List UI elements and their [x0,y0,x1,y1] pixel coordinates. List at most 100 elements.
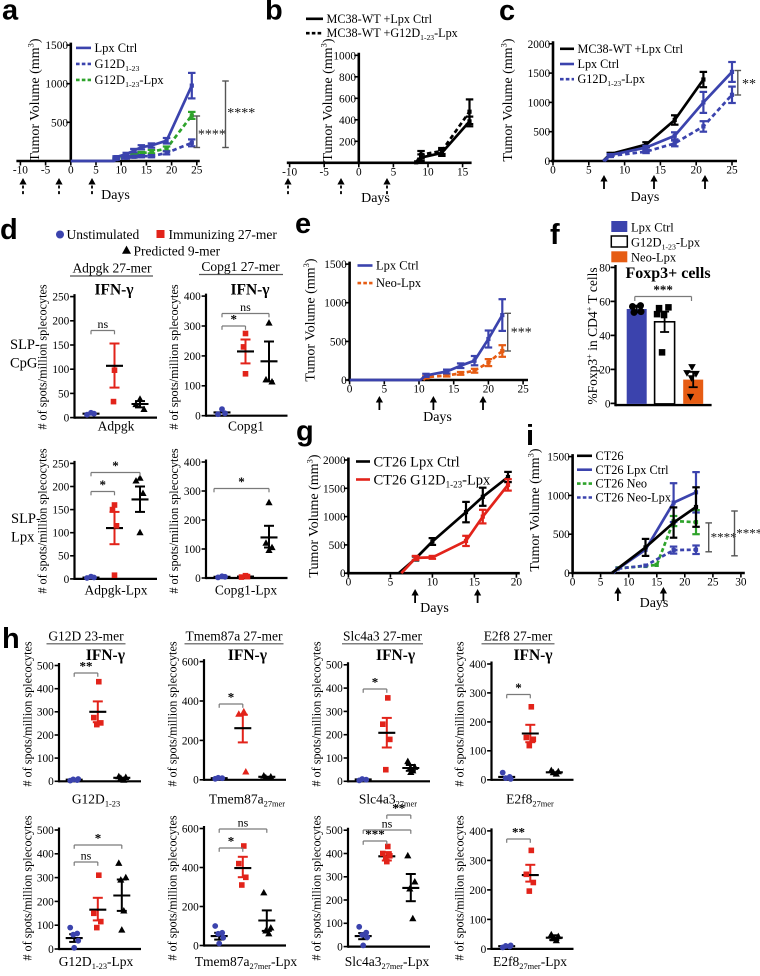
svg-text:0: 0 [347,384,353,396]
svg-text:*: * [95,831,102,846]
svg-text:5: 5 [381,384,387,396]
svg-text:d: d [0,214,18,246]
svg-text:Tumor Volume (mm3​): Tumor Volume (mm3​) [305,454,322,577]
svg-text:600: 600 [339,93,356,105]
svg-text:20: 20 [679,577,691,589]
svg-text:0: 0 [48,776,54,788]
svg-text:G12D1-23​-Lpx: G12D1-23​-Lpx [578,72,645,88]
svg-text:0: 0 [193,940,199,952]
svg-text:0: 0 [64,574,70,586]
svg-text:500: 500 [533,127,550,139]
svg-text:G12D1-23​-Lpx: G12D1-23​-Lpx [59,954,134,971]
svg-text:0: 0 [48,944,54,956]
svg-text:200: 200 [469,885,486,897]
svg-text:300: 300 [184,321,201,333]
svg-text:*: * [238,474,245,489]
svg-text:1500: 1500 [45,40,68,52]
svg-text:E2f827mer​: E2f827mer​ [506,792,554,809]
svg-text:Tmem87a27mer​-Lpx: Tmem87a27mer​-Lpx [195,954,298,971]
svg-text:1500: 1500 [528,68,551,80]
svg-text:100: 100 [184,544,201,556]
svg-text:IFN-γ: IFN-γ [86,647,126,664]
svg-text:# of spots/million splecocytes: # of spots/million splecocytes [166,641,180,786]
svg-text:# of spots/million splecocytes: # of spots/million splecocytes [166,815,180,960]
svg-text:10: 10 [413,384,425,396]
svg-text:10: 10 [427,577,439,589]
svg-text:300: 300 [184,486,201,498]
svg-text:Neo-Lpx: Neo-Lpx [376,276,422,290]
svg-text:Tumor Volume (mm3​): Tumor Volume (mm3​) [499,38,516,161]
svg-text:G12D1-23​-Lpx: G12D1-23​-Lpx [631,236,701,252]
svg-text:150: 150 [52,340,69,352]
svg-text:-10: -10 [282,166,297,178]
svg-text:15: 15 [141,165,153,177]
svg-text:**: ** [512,825,525,840]
svg-text:5: 5 [388,577,394,589]
svg-text:100: 100 [326,753,343,765]
svg-text:150: 150 [52,505,69,517]
svg-text:b: b [265,0,283,27]
svg-text:400: 400 [469,659,486,671]
svg-text:Tumor Volume (mm3​): Tumor Volume (mm3​) [301,258,318,381]
svg-text:IFN-γ: IFN-γ [376,647,416,664]
svg-text:300: 300 [326,706,343,718]
svg-text:*: * [372,675,379,690]
svg-text:MC38-WT +Lpx Ctrl: MC38-WT +Lpx Ctrl [578,42,684,56]
svg-text:15: 15 [469,577,481,589]
svg-text:100: 100 [469,746,486,758]
svg-text:200: 200 [37,896,54,908]
svg-text:Foxp3+ cells: Foxp3+ cells [625,265,710,282]
svg-text:IFN-γ: IFN-γ [94,282,134,299]
svg-text:MC38-WT +G12D1-23​-Lpx: MC38-WT +G12D1-23​-Lpx [327,26,458,42]
svg-text:0: 0 [545,156,551,168]
svg-text:200: 200 [182,735,199,747]
svg-text:20: 20 [511,577,523,589]
svg-text:400: 400 [184,457,201,469]
svg-text:400: 400 [37,684,54,696]
svg-text:Immunizing 27-mer: Immunizing 27-mer [169,227,278,242]
svg-text:0: 0 [195,573,201,585]
svg-text:50: 50 [58,551,70,563]
svg-text:200: 200 [184,515,201,527]
svg-text:500: 500 [37,825,54,837]
svg-text:200: 200 [469,717,486,729]
svg-text:a: a [2,0,19,27]
svg-text:Days: Days [361,191,390,206]
svg-text:500: 500 [37,660,54,672]
svg-text:CT26 Neo: CT26 Neo [596,477,648,491]
svg-text:SLP-: SLP- [11,511,41,527]
svg-text:Days: Days [423,410,452,425]
svg-text:*: * [228,834,235,849]
svg-text:c: c [499,0,515,27]
svg-text:Unstimulated: Unstimulated [67,227,140,242]
svg-text:600: 600 [182,657,199,669]
svg-text:10: 10 [116,165,128,177]
svg-text:400: 400 [182,862,199,874]
svg-text:****: **** [736,526,760,541]
svg-text:400: 400 [469,826,486,838]
svg-text:SLP-: SLP- [10,337,40,353]
svg-text:300: 300 [326,872,343,884]
svg-text:Adpgk 27-mer: Adpgk 27-mer [72,261,152,276]
svg-text:400: 400 [182,696,199,708]
svg-text:300: 300 [469,688,486,700]
svg-text:2000: 2000 [323,455,346,467]
svg-text:Days: Days [631,190,660,205]
svg-text:10: 10 [422,166,434,178]
svg-text:# of spots/million splecocytes: # of spots/million splecocytes [453,815,467,960]
svg-text:G12D1-23​: G12D1-23​ [95,57,140,73]
svg-text:# of spots/million splecocytes: # of spots/million splecocytes [36,448,50,593]
svg-text:1000: 1000 [45,79,68,91]
svg-text:2000: 2000 [528,39,551,51]
svg-text:**: ** [80,659,93,674]
svg-text:Copg1: Copg1 [228,419,264,434]
svg-text:CT26 Lpx Ctrl: CT26 Lpx Ctrl [374,454,460,470]
svg-text:30: 30 [735,577,747,589]
svg-text:**: ** [742,77,756,92]
svg-text:Tmem87a 27-mer: Tmem87a 27-mer [185,629,283,644]
svg-text:0: 0 [68,165,74,177]
svg-text:ns: ns [238,816,249,830]
svg-text:0: 0 [193,775,199,787]
svg-text:Neo-Lpx: Neo-Lpx [631,251,677,265]
svg-text:0: 0 [550,165,556,177]
